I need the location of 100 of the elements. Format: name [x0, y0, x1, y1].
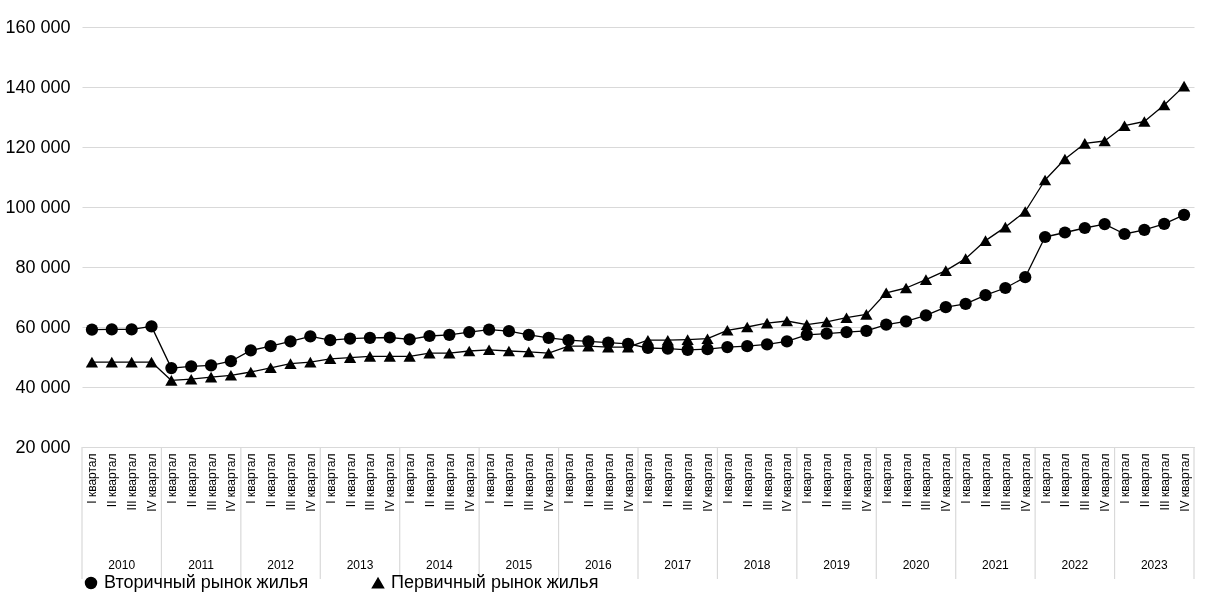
text: 2012: [267, 558, 295, 572]
point: [522, 346, 535, 358]
text: 2013: [346, 558, 374, 572]
text: 2020: [902, 558, 930, 572]
point: [1038, 230, 1052, 244]
point: [145, 320, 158, 333]
y-tick-label: 80 000: [15, 256, 71, 277]
x-tick-label: II квартал: [581, 453, 596, 508]
point: [224, 370, 238, 381]
x-tick-label: II квартал: [423, 453, 437, 508]
point: [482, 344, 496, 356]
point: [999, 281, 1012, 295]
point: [1038, 174, 1052, 186]
point: [125, 356, 138, 368]
point: [284, 358, 297, 369]
x-tick-label: II квартал: [661, 453, 676, 508]
y-tick-label: 20 000: [15, 436, 71, 457]
point: [1078, 221, 1091, 235]
x-tick-label: II квартал: [899, 453, 914, 508]
point: [244, 344, 257, 357]
point: [443, 328, 456, 341]
x-tick-label: IV квартал: [462, 453, 477, 512]
point: [1058, 226, 1072, 239]
point: [343, 352, 357, 363]
x-tick-label: IV квартал: [621, 453, 636, 512]
x-tick-label: III квартал: [601, 453, 616, 511]
x-tick-label: III квартал: [1157, 453, 1172, 511]
x-tick-label: III квартал: [522, 453, 537, 511]
point: [760, 317, 774, 329]
point: [185, 373, 198, 385]
point: [204, 359, 218, 372]
point: [224, 355, 238, 368]
point: [959, 297, 972, 311]
point: [840, 325, 853, 339]
point: [741, 340, 754, 353]
x-tick-label: III квартал: [998, 453, 1013, 511]
x-tick-label: III квартал: [1078, 453, 1093, 511]
y-tick-label: 60 000: [15, 316, 71, 337]
point: [899, 282, 913, 294]
point: [1118, 227, 1131, 241]
point: [363, 331, 377, 344]
point: [1019, 271, 1032, 284]
legend-label: Первичный рынок жилья: [391, 572, 599, 592]
point: [1138, 116, 1151, 127]
point: [880, 287, 893, 299]
point: [681, 334, 694, 345]
point: [1078, 138, 1091, 149]
point: [204, 371, 218, 383]
x-tick-label: I квартал: [720, 453, 735, 504]
x-tick-label: I квартал: [800, 453, 815, 504]
x-tick-label: IV квартал: [224, 453, 239, 512]
y-tick-label: 100 000: [5, 196, 71, 217]
point: [780, 335, 794, 348]
x-tick-label: I квартал: [482, 453, 497, 504]
point: [820, 316, 833, 328]
y-tick-label: 120 000: [5, 136, 71, 157]
point: [820, 327, 833, 340]
text: 2023: [1140, 558, 1168, 572]
x-tick-label: II квартал: [1137, 453, 1152, 508]
point: [800, 319, 813, 330]
point: [482, 323, 496, 336]
y-tick-label: 40 000: [15, 376, 71, 397]
point: [463, 345, 476, 357]
point: [502, 345, 516, 357]
point: [185, 360, 198, 373]
point: [125, 323, 138, 336]
point: [145, 356, 158, 368]
point: [542, 347, 555, 359]
x-tick-label: IV квартал: [1018, 453, 1033, 512]
point: [701, 343, 714, 356]
x-tick-label: IV квартал: [859, 453, 874, 512]
x-tick-label: I квартал: [164, 453, 179, 504]
point: [780, 315, 794, 327]
text: 2010: [108, 558, 136, 572]
x-tick-label: IV квартал: [780, 453, 795, 512]
point: [919, 274, 933, 285]
point: [939, 265, 952, 276]
x-tick-label: IV квартал: [701, 453, 715, 512]
x-tick-label: III квартал: [284, 453, 298, 511]
point: [502, 325, 516, 338]
x-tick-label: III квартал: [919, 453, 934, 511]
x-tick-label: II квартал: [979, 453, 993, 508]
point: [403, 351, 416, 362]
x-tick-label: I квартал: [244, 453, 259, 504]
point: [304, 330, 317, 343]
point: [721, 340, 734, 354]
point: [999, 221, 1012, 233]
point: [899, 315, 913, 328]
point: [165, 361, 178, 375]
x-tick-label: II квартал: [264, 453, 279, 508]
point: [1098, 217, 1111, 231]
x-tick-label: I квартал: [879, 453, 894, 504]
y-tick-label: 160 000: [5, 16, 71, 37]
x-tick-label: II квартал: [740, 453, 755, 508]
point: [741, 321, 754, 333]
point: [85, 356, 99, 368]
x-tick-label: I квартал: [1118, 453, 1132, 504]
x-tick-label: III квартал: [442, 453, 457, 511]
point: [542, 331, 555, 344]
text: 2015: [505, 558, 533, 572]
